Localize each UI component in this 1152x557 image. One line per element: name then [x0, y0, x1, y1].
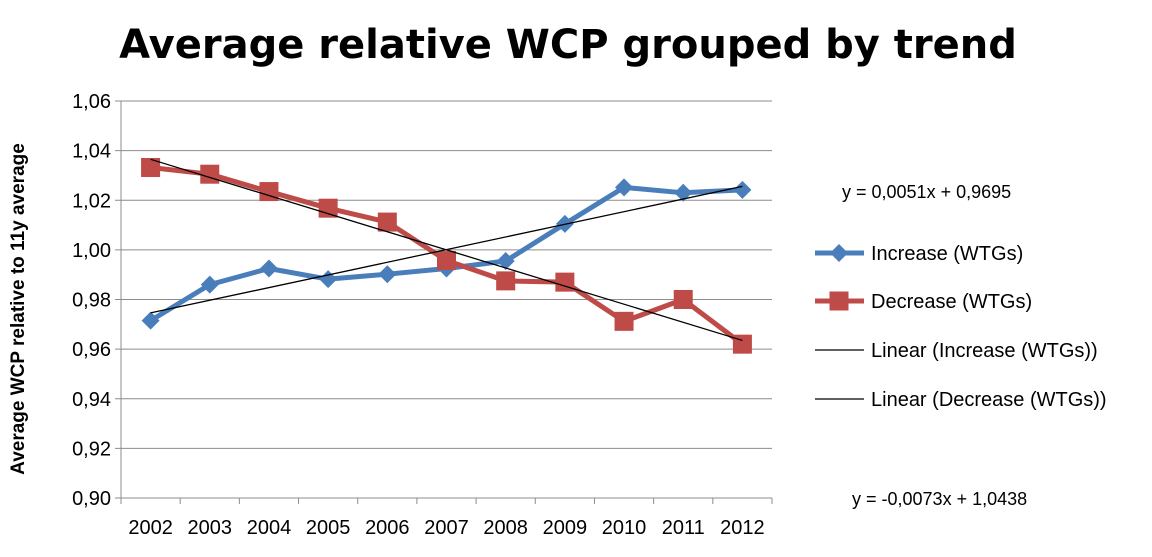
x-tick-label: 2002	[128, 517, 173, 539]
data-point	[318, 198, 338, 218]
data-point	[615, 178, 634, 197]
legend-item: Increase (WTGs)	[815, 243, 1023, 265]
y-tick-label: 0,96	[72, 339, 111, 361]
x-tick-label: 2006	[365, 517, 410, 539]
data-point	[733, 180, 752, 199]
legend-label: Linear (Decrease (WTGs))	[871, 389, 1107, 411]
y-tick-label: 1,00	[72, 240, 111, 262]
data-point	[377, 212, 397, 232]
data-point	[141, 311, 160, 330]
x-tick-label: 2011	[662, 517, 705, 539]
legend-label: Decrease (WTGs)	[871, 291, 1032, 313]
legend-item: Decrease (WTGs)	[815, 291, 1032, 313]
series-group	[141, 157, 752, 354]
y-tick-label: 0,94	[72, 389, 111, 411]
data-point	[200, 275, 219, 294]
y-tick-label: 1,04	[72, 141, 111, 163]
legend-marker	[830, 244, 848, 262]
axes	[115, 100, 773, 504]
data-point	[732, 334, 752, 354]
legend-label: Increase (WTGs)	[871, 243, 1023, 265]
y-tick-label: 1,02	[72, 190, 111, 212]
x-tick-label: 2009	[543, 517, 588, 539]
y-axis-label: Average WCP relative to 11y average	[8, 143, 29, 475]
trendlines	[150, 158, 743, 342]
series-decrease	[141, 157, 752, 354]
legend-item: Linear (Increase (WTGs))	[815, 340, 1098, 362]
x-tick-label: 2005	[306, 517, 351, 539]
trendline-equation-increase: y = 0,0051x + 0,9695	[842, 182, 1011, 202]
legend-item: Linear (Decrease (WTGs))	[815, 389, 1107, 411]
data-point	[496, 271, 516, 291]
data-point	[141, 157, 161, 177]
legend: Increase (WTGs) Decrease (WTGs) Linear (In…	[815, 243, 1107, 411]
data-point	[496, 252, 515, 271]
legend-label: Linear (Increase (WTGs))	[871, 340, 1098, 362]
x-tick-label: 2004	[247, 517, 292, 539]
x-tick-label: 2012	[720, 517, 765, 539]
x-tick-label: 2003	[188, 517, 233, 539]
data-point	[200, 164, 220, 184]
data-point	[378, 265, 397, 284]
data-point	[319, 270, 338, 289]
trendline-decrease	[150, 158, 743, 342]
data-point	[259, 259, 278, 278]
y-tick-label: 1,06	[72, 91, 111, 113]
data-point	[674, 183, 693, 202]
y-tick-labels: 0,90 0,92 0,94 0,96 0,98 1,00 1,02 1,04 1,06	[72, 91, 111, 510]
data-point	[673, 290, 693, 309]
data-point	[614, 311, 634, 331]
x-tick-labels: 2002 2003 2004 2005 2006 2007 2008 2009 2010 2011…	[128, 517, 764, 539]
y-tick-label: 0,98	[72, 290, 111, 312]
legend-marker	[829, 291, 849, 311]
x-tick-label: 2010	[602, 517, 647, 539]
y-tick-label: 0,92	[72, 438, 111, 460]
trendline-equation-decrease: y = -0,0073x + 1,0438	[852, 489, 1027, 509]
data-point	[437, 251, 456, 271]
chart-title: Average relative WCP grouped by trend	[119, 22, 1017, 68]
x-tick-label: 2007	[424, 517, 469, 539]
x-tick-label: 2008	[483, 517, 528, 539]
y-tick-label: 0,90	[72, 488, 111, 510]
